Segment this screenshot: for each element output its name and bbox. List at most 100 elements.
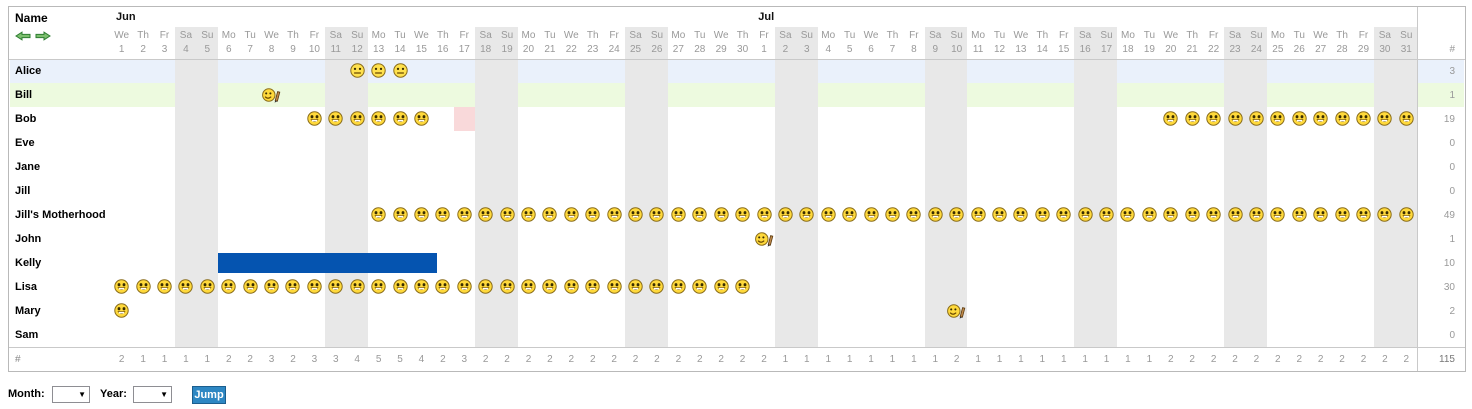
smiley-grin-icon[interactable] xyxy=(906,207,922,223)
smiley-grin-icon[interactable] xyxy=(1206,111,1221,127)
smiley-grin-icon[interactable] xyxy=(1249,207,1264,223)
jump-button[interactable]: Jump xyxy=(192,386,226,404)
smiley-grin-icon[interactable] xyxy=(392,279,408,295)
smiley-grin-icon[interactable] xyxy=(992,207,1007,223)
smiley-grin-icon[interactable] xyxy=(1013,207,1029,223)
smiley-grin-icon[interactable] xyxy=(242,279,258,295)
smiley-grin-icon[interactable] xyxy=(1163,207,1178,223)
smiley-grin-icon[interactable] xyxy=(1313,207,1328,223)
smiley-grin-icon[interactable] xyxy=(735,207,750,223)
smiley-grin-icon[interactable] xyxy=(821,207,836,223)
smiley-grin-icon[interactable] xyxy=(414,111,429,127)
smiley-neutral-icon[interactable] xyxy=(371,63,386,79)
smiley-grin-icon[interactable] xyxy=(606,279,622,295)
smiley-grin-icon[interactable] xyxy=(1399,207,1414,223)
smiley-grin-icon[interactable] xyxy=(713,279,729,295)
smiley-grin-icon[interactable] xyxy=(414,207,429,223)
absence-cell[interactable] xyxy=(453,107,475,131)
smiley-grin-icon[interactable] xyxy=(778,207,793,223)
smiley-grin-icon[interactable] xyxy=(499,279,515,295)
smiley-grin-icon[interactable] xyxy=(328,279,343,295)
smiley-grin-icon[interactable] xyxy=(435,279,451,295)
smiley-grin-icon[interactable] xyxy=(1227,207,1243,223)
smiley-grin-icon[interactable] xyxy=(949,207,964,223)
smiley-grin-icon[interactable] xyxy=(628,279,643,295)
smiley-grin-icon[interactable] xyxy=(713,207,729,223)
smiley-grin-icon[interactable] xyxy=(371,207,386,223)
smiley-grin-icon[interactable] xyxy=(157,279,172,295)
smiley-grin-icon[interactable] xyxy=(285,279,301,295)
smiley-grin-icon[interactable] xyxy=(392,111,408,127)
smiley-grin-icon[interactable] xyxy=(414,279,429,295)
smiley-grin-icon[interactable] xyxy=(542,207,558,223)
smiley-grin-icon[interactable] xyxy=(564,207,579,223)
smiley-grin-icon[interactable] xyxy=(1184,207,1200,223)
smiley-grin-icon[interactable] xyxy=(499,207,515,223)
smiley-grin-icon[interactable] xyxy=(478,279,493,295)
smiley-grin-icon[interactable] xyxy=(1035,207,1050,223)
next-month-arrow-icon[interactable] xyxy=(35,28,51,41)
smiley-grin-icon[interactable] xyxy=(1313,111,1328,127)
smiley-grin-icon[interactable] xyxy=(392,207,408,223)
smiley-grin-icon[interactable] xyxy=(970,207,986,223)
smiley-grin-icon[interactable] xyxy=(585,279,600,295)
smiley-grin-icon[interactable] xyxy=(1356,207,1371,223)
smiley-grin-icon[interactable] xyxy=(928,207,943,223)
smiley-grin-icon[interactable] xyxy=(178,279,194,295)
smiley-grin-icon[interactable] xyxy=(135,279,151,295)
smiley-grin-icon[interactable] xyxy=(1163,111,1178,127)
smiley-grin-icon[interactable] xyxy=(1227,111,1243,127)
smiley-pen-icon[interactable] xyxy=(947,303,966,319)
smiley-grin-icon[interactable] xyxy=(735,279,750,295)
smiley-grin-icon[interactable] xyxy=(692,279,707,295)
smiley-grin-icon[interactable] xyxy=(692,207,707,223)
smiley-grin-icon[interactable] xyxy=(671,207,686,223)
smiley-grin-icon[interactable] xyxy=(457,207,472,223)
smiley-grin-icon[interactable] xyxy=(457,279,472,295)
smiley-grin-icon[interactable] xyxy=(756,207,772,223)
smiley-neutral-icon[interactable] xyxy=(350,63,365,79)
smiley-grin-icon[interactable] xyxy=(585,207,600,223)
smiley-grin-icon[interactable] xyxy=(1184,111,1200,127)
smiley-grin-icon[interactable] xyxy=(1249,111,1264,127)
smiley-grin-icon[interactable] xyxy=(478,207,493,223)
smiley-grin-icon[interactable] xyxy=(1356,111,1371,127)
smiley-grin-icon[interactable] xyxy=(114,303,129,319)
smiley-grin-icon[interactable] xyxy=(350,111,365,127)
smiley-grin-icon[interactable] xyxy=(435,207,451,223)
smiley-grin-icon[interactable] xyxy=(521,279,536,295)
smiley-grin-icon[interactable] xyxy=(371,279,386,295)
smiley-grin-icon[interactable] xyxy=(1142,207,1157,223)
smiley-grin-icon[interactable] xyxy=(1334,111,1350,127)
smiley-grin-icon[interactable] xyxy=(842,207,857,223)
smiley-grin-icon[interactable] xyxy=(863,207,879,223)
smiley-grin-icon[interactable] xyxy=(1377,111,1393,127)
smiley-neutral-icon[interactable] xyxy=(392,63,408,79)
smiley-grin-icon[interactable] xyxy=(221,279,236,295)
smiley-grin-icon[interactable] xyxy=(885,207,900,223)
smiley-grin-icon[interactable] xyxy=(1292,111,1307,127)
smiley-grin-icon[interactable] xyxy=(264,279,279,295)
smiley-grin-icon[interactable] xyxy=(307,279,322,295)
smiley-grin-icon[interactable] xyxy=(371,111,386,127)
smiley-grin-icon[interactable] xyxy=(1099,207,1114,223)
prev-month-arrow-icon[interactable] xyxy=(15,28,31,41)
smiley-grin-icon[interactable] xyxy=(1377,207,1393,223)
smiley-grin-icon[interactable] xyxy=(307,111,322,127)
smiley-grin-icon[interactable] xyxy=(1206,207,1221,223)
smiley-grin-icon[interactable] xyxy=(1270,207,1286,223)
smiley-grin-icon[interactable] xyxy=(114,279,129,295)
smiley-grin-icon[interactable] xyxy=(1056,207,1071,223)
booking-bar[interactable] xyxy=(218,253,438,273)
smiley-grin-icon[interactable] xyxy=(200,279,215,295)
year-select[interactable]: ▼ xyxy=(133,386,172,403)
smiley-grin-icon[interactable] xyxy=(671,279,686,295)
smiley-grin-icon[interactable] xyxy=(649,207,665,223)
month-select[interactable]: ▼ xyxy=(52,386,90,403)
smiley-grin-icon[interactable] xyxy=(1120,207,1136,223)
smiley-grin-icon[interactable] xyxy=(1399,111,1414,127)
smiley-grin-icon[interactable] xyxy=(1077,207,1093,223)
smiley-grin-icon[interactable] xyxy=(328,111,343,127)
smiley-grin-icon[interactable] xyxy=(606,207,622,223)
smiley-grin-icon[interactable] xyxy=(521,207,536,223)
